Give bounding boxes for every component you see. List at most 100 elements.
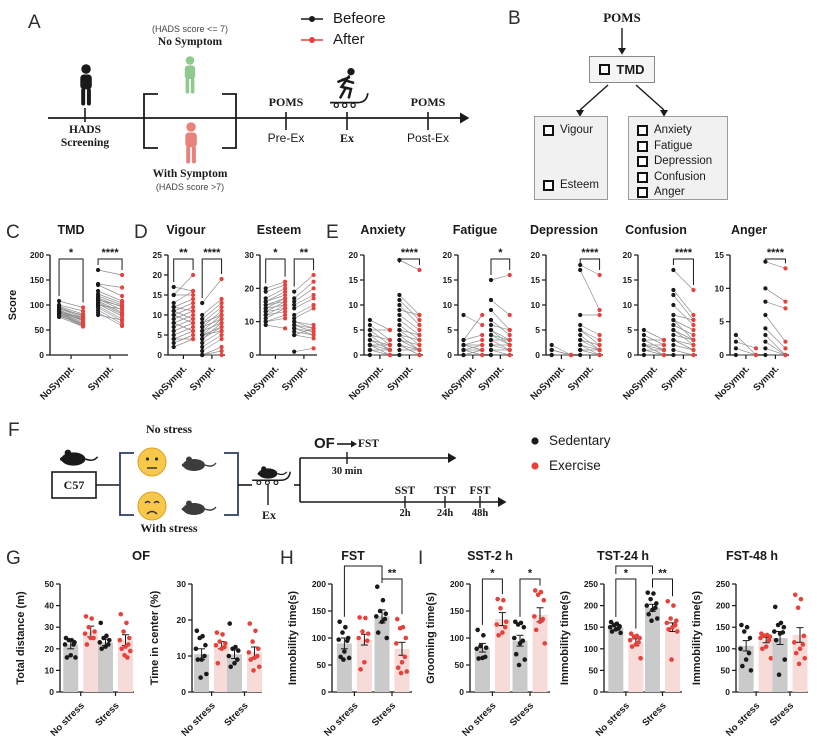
svg-text:50: 50 [589,665,599,675]
svg-text:**: ** [388,568,397,580]
svg-text:NoSympt.: NoSympt. [150,363,189,402]
chart-title: Confusion [625,223,687,237]
checkbox-icon [599,64,611,75]
fatigue-item-label: Fatigue [654,139,693,152]
tmd-box: TMD [589,56,655,83]
ex-label: Ex [339,131,354,145]
checkbox-icon [637,140,648,152]
svg-text:0: 0 [459,687,464,697]
chart-of-center: 0 10 20 30 Time in center (%) No stress Stress [148,548,268,747]
chart-sst: SST-2 h 0 50 100 150 200 Grooming time(s) * * No … [424,548,556,747]
svg-text:0: 0 [181,687,186,697]
svg-text:200: 200 [312,579,326,589]
svg-text:No stress: No stress [460,700,498,738]
svg-text:20: 20 [349,250,359,260]
svg-text:250: 250 [716,579,730,589]
before-after-legend: Befeore After [300,10,386,48]
of-label: OF [314,435,335,452]
svg-text:10: 10 [531,300,541,310]
ex-treadmill-label: Ex [261,508,276,522]
vigour-esteem-box: Vigour Esteem [534,116,608,200]
of-interval-label: 30 min [331,466,363,477]
depression-item-label: Depression [654,155,713,167]
anger-item-label: Anger [654,186,685,198]
chart-title: Anger [730,223,768,237]
mouse-experiment-diagram [51,440,507,521]
svg-text:Sympt.: Sympt. [86,363,116,393]
no-symptom-caption: (HADS score <= 7) [151,24,229,34]
chart-fst48: FST-48 h 0 50 100 150 200 250 Immobility time(s… [690,548,814,747]
confusion-item-label: Confusion [654,170,706,183]
chart-tst: TST-24 h 0 50 100 150 200 250 Immobility time(s… [558,548,688,747]
svg-text:Immobility time(s): Immobility time(s) [691,591,703,685]
svg-text:Grooming time(s): Grooming time(s) [425,592,437,684]
svg-text:10: 10 [349,300,359,310]
chart-title: Esteem [256,223,302,237]
svg-text:100: 100 [312,633,326,643]
svg-text:150: 150 [312,606,326,616]
esteem-item-label: Esteem [560,178,599,191]
svg-text:Stress: Stress [370,700,398,728]
svg-text:Stress: Stress [222,700,250,728]
svg-text:0: 0 [535,350,540,360]
svg-text:*: * [273,247,278,259]
checkbox-icon [543,125,554,137]
svg-text:Stress: Stress [93,700,121,728]
svg-text:100: 100 [584,644,598,654]
svg-text:Stress: Stress [768,700,796,728]
list-item: Anxiety [637,123,719,139]
svg-text:****: **** [401,247,419,259]
svg-text:15: 15 [153,290,163,300]
chart-title: FST [341,549,365,563]
chart-depression: Depression 0 5 10 15 20 **** NoSympt. Sympt. [520,222,608,407]
svg-text:20: 20 [245,283,255,293]
exercise-legend-dot [531,461,539,470]
svg-text:Sympt.: Sympt. [751,363,781,393]
svg-text:150: 150 [584,622,598,632]
svg-text:20: 20 [45,644,55,654]
anxiety-item-label: Anxiety [654,124,692,136]
tst-time-label: 24h [436,508,454,519]
sst-time-label: 2h [399,508,411,519]
after-legend-label: After [333,31,365,48]
svg-text:5: 5 [157,330,162,340]
svg-text:No stress: No stress [724,700,762,738]
svg-text:*: * [490,568,495,580]
svg-text:0: 0 [49,687,54,697]
svg-text:200: 200 [30,250,44,260]
chart-esteem: Esteem 0 10 20 30 * ** NoSympt. Sympt. [236,222,322,407]
before-legend-label: Befeore [333,10,386,27]
chart-title: FST-48 h [725,549,779,563]
svg-text:5: 5 [353,325,358,335]
svg-text:Immobility time(s): Immobility time(s) [287,591,299,685]
list-item: Vigour [543,123,599,139]
svg-text:150: 150 [450,606,464,616]
chart-title: Depression [529,223,599,237]
svg-text:Total distance (m): Total distance (m) [15,591,27,685]
sst-label: SST [394,485,416,497]
svg-text:0: 0 [249,350,254,360]
checkbox-icon [637,156,648,168]
svg-text:Sympt.: Sympt. [188,363,218,393]
chart-title [14,548,142,564]
svg-text:10: 10 [245,317,255,327]
svg-text:100: 100 [30,300,44,310]
svg-text:0: 0 [39,350,44,360]
svg-text:5: 5 [447,325,452,335]
no-stress-label: No stress [145,422,193,436]
tmd-label: TMD [616,62,645,77]
chart-of-distance: 0 10 20 30 40 50 Total distance (m) No stress St… [14,548,142,747]
sedentary-legend-label: Sedentary [549,433,611,448]
svg-text:5: 5 [627,325,632,335]
chart-title: SST-2 h [467,549,513,563]
panel-label-c: C [6,222,20,243]
poms-root-label: POMS [603,10,641,25]
poms-post-label: POMS [410,95,446,109]
svg-text:**: ** [300,247,309,259]
list-item: Fatigue [637,139,719,155]
svg-text:NoSympt.: NoSympt. [713,363,752,402]
svg-text:NoSympt.: NoSympt. [440,363,479,402]
svg-text:200: 200 [450,579,464,589]
svg-text:15: 15 [531,275,541,285]
